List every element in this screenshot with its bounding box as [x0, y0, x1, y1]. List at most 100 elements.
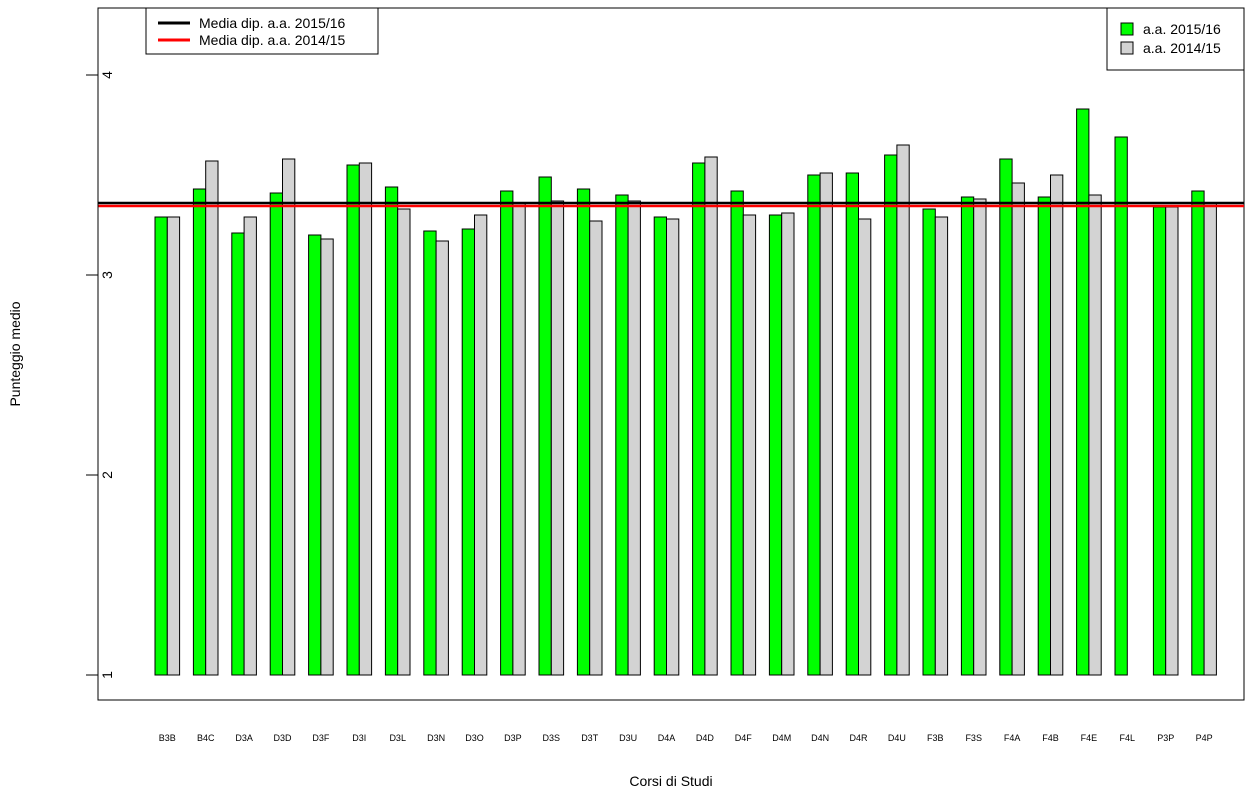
bar-p3p-series-1 — [1152, 206, 1167, 676]
bar-d3d-series-1 — [269, 192, 284, 676]
bar-f4b-series-2 — [1050, 174, 1064, 676]
bar-d3f-series-2 — [320, 238, 334, 676]
y-tick-label-3: 3 — [99, 271, 115, 279]
x-tick-labels: B3B B4C D3A D3D D3F D3I D3L D3N D3O D3P D3S D3T D3U D… — [159, 733, 1213, 743]
y-axis-label: Punteggio medio — [7, 301, 23, 406]
x-tick-label-d3i: D3I — [352, 733, 366, 743]
bar-d4d-series-2 — [704, 156, 718, 676]
bar-p4p-series-2 — [1203, 202, 1217, 676]
legend-line-label-2: Media dip. a.a. 2014/15 — [199, 32, 346, 48]
bar-f3b-series-2 — [934, 216, 949, 676]
bar-d3p-series-2 — [512, 202, 526, 676]
legend-lines-box — [145, 7, 379, 55]
bar-d4m-series-2 — [781, 212, 795, 676]
bar-d3n-series-1 — [423, 230, 437, 676]
bar-d3o-series-2 — [474, 214, 488, 676]
bar-d4a-series-1 — [653, 216, 668, 676]
legend-bar-swatch-1 — [1120, 22, 1134, 36]
bar-d3l-series-2 — [397, 208, 411, 676]
x-tick-label-d4n: D4N — [811, 733, 829, 743]
bar-d4n-series-1 — [807, 174, 821, 676]
bar-f3s-series-1 — [960, 196, 975, 676]
bar-d4u-series-2 — [896, 144, 910, 676]
x-axis-label: Corsi di Studi — [629, 773, 712, 789]
x-tick-label-b3b: B3B — [159, 733, 176, 743]
bar-d3l-series-1 — [384, 186, 399, 676]
bar-d3s-series-2 — [550, 200, 565, 676]
bar-d4u-series-1 — [884, 154, 898, 676]
bar-d3t-series-2 — [589, 220, 603, 676]
bar-b3b-series-1 — [154, 216, 168, 676]
bar-f4b-series-1 — [1037, 196, 1051, 676]
bar-d3d-series-2 — [282, 158, 296, 676]
x-tick-label-d4r: D4R — [849, 733, 868, 743]
bar-d4f-series-2 — [742, 214, 757, 676]
bar-d4d-series-1 — [692, 162, 706, 676]
bar-d3p-series-1 — [500, 190, 514, 676]
x-tick-label-d3s: D3S — [543, 733, 561, 743]
x-tick-label-d3l: D3L — [389, 733, 406, 743]
x-tick-label-p3p: P3P — [1157, 733, 1174, 743]
bar-d4r-series-1 — [845, 172, 860, 676]
bar-d4r-series-2 — [858, 218, 872, 676]
bar-p4p-series-1 — [1191, 190, 1205, 676]
bar-d3a-series-1 — [231, 232, 245, 676]
bar-d4a-series-2 — [666, 218, 680, 676]
bar-d3t-series-1 — [576, 188, 591, 676]
bar-f4a-series-1 — [999, 158, 1013, 676]
y-tick-label-1: 1 — [99, 671, 115, 679]
bar-d3f-series-1 — [308, 234, 322, 676]
bar-p3p-series-2 — [1165, 206, 1179, 676]
x-tick-label-d4u: D4U — [888, 733, 906, 743]
y-tick-label-2: 2 — [99, 471, 115, 479]
x-tick-label-d4a: D4A — [658, 733, 676, 743]
x-tick-label-d3u: D3U — [619, 733, 637, 743]
bar-d3i-series-1 — [346, 164, 360, 676]
bar-d3a-series-2 — [243, 216, 257, 676]
bar-d4n-series-2 — [819, 172, 833, 676]
x-tick-label-d4m: D4M — [772, 733, 791, 743]
x-tick-label-d4f: D4F — [735, 733, 753, 743]
bar-f4e-series-2 — [1088, 194, 1102, 676]
y-axis: 1 2 3 4 — [86, 71, 115, 679]
x-tick-label-d4d: D4D — [696, 733, 715, 743]
legend-line-label-1: Media dip. a.a. 2015/16 — [199, 15, 346, 31]
bar-d3n-series-2 — [435, 240, 449, 676]
x-tick-label-d3o: D3O — [465, 733, 484, 743]
bar-f3s-series-2 — [973, 198, 987, 676]
x-tick-label-d3n: D3N — [427, 733, 445, 743]
x-tick-label-d3t: D3T — [581, 733, 599, 743]
x-tick-label-f4e: F4E — [1081, 733, 1098, 743]
bar-b4c-series-2 — [205, 160, 219, 676]
x-tick-label-p4p: P4P — [1196, 733, 1213, 743]
bar-d3u-series-2 — [627, 200, 641, 676]
legend-bar-label-1: a.a. 2015/16 — [1143, 21, 1221, 37]
x-tick-label-f4l: F4L — [1120, 733, 1136, 743]
y-tick-label-4: 4 — [99, 71, 115, 79]
reference-lines-group — [98, 201, 1244, 208]
legend-bar-swatch-2 — [1120, 41, 1134, 55]
legend-bars-box — [1106, 7, 1245, 71]
x-tick-label-d3f: D3F — [312, 733, 330, 743]
bar-d3u-series-1 — [615, 194, 629, 676]
x-tick-label-d3a: D3A — [235, 733, 253, 743]
bar-d3s-series-1 — [538, 176, 552, 676]
legend-bars: a.a. 2015/16 a.a. 2014/15 — [1106, 7, 1245, 71]
x-tick-label-d3d: D3D — [273, 733, 292, 743]
bar-b4c-series-1 — [192, 188, 207, 676]
x-tick-label-d3p: D3P — [504, 733, 522, 743]
bar-d4f-series-1 — [730, 190, 744, 676]
bar-d4m-series-1 — [768, 214, 783, 676]
bar-f4e-series-1 — [1076, 108, 1090, 676]
legend-bar-label-2: a.a. 2014/15 — [1143, 40, 1221, 56]
bar-f4a-series-2 — [1011, 182, 1025, 676]
bar-d3i-series-2 — [358, 162, 373, 676]
bar-f4l-series-1 — [1114, 136, 1128, 676]
bar-f3b-series-1 — [922, 208, 936, 676]
bars-group — [154, 108, 1217, 676]
x-tick-label-f4a: F4A — [1004, 733, 1021, 743]
x-tick-label-f3b: F3B — [927, 733, 944, 743]
bar-b3b-series-2 — [166, 216, 181, 676]
